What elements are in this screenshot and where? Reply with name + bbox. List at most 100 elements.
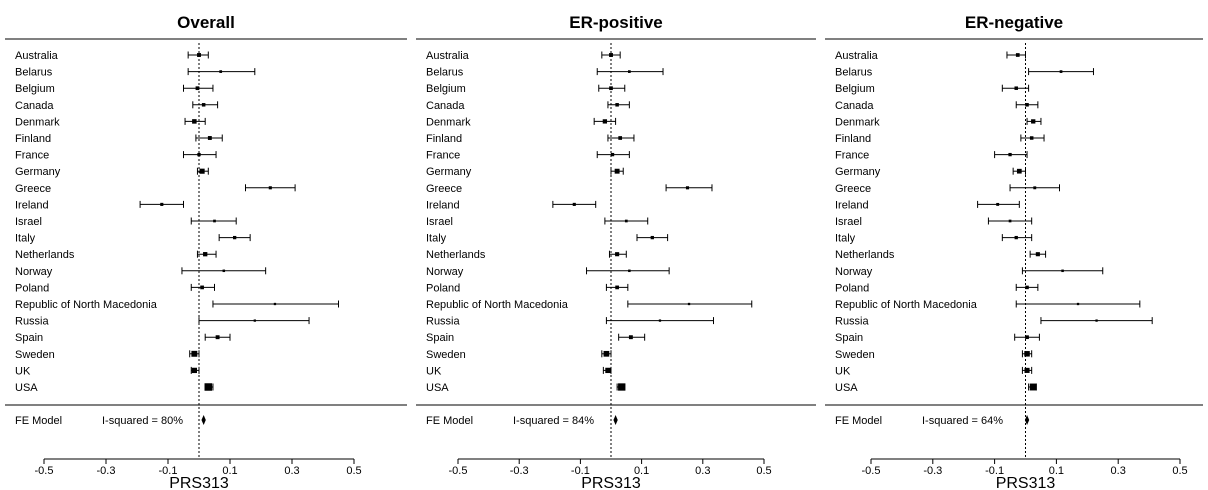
panel-1-point-spain (215, 335, 220, 340)
panel-2-label-greece: Greece (426, 183, 462, 195)
panel-2-point-greece (685, 186, 690, 190)
panel-3-tick-label--0.3: -0.3 (923, 465, 942, 477)
panel-2-label-uk: UK (426, 365, 442, 377)
panel-3-point-canada (1025, 103, 1029, 107)
panel-1-point-ireland (160, 202, 164, 206)
panel-1-label-russia: Russia (15, 316, 50, 328)
panel-2-point-belarus (628, 70, 631, 73)
panel-2-label-israel: Israel (426, 216, 453, 228)
panel-3-x-axis-label: PRS313 (996, 475, 1056, 490)
panel-3-label-belarus: Belarus (835, 67, 873, 79)
panel-1-tick-label-0.5: 0.5 (346, 465, 361, 477)
panel-1-point-belgium (195, 86, 200, 91)
panel-2-label-poland: Poland (426, 282, 460, 294)
panel-2-summary-label: FE Model (426, 415, 473, 427)
panel-2-point-spain (628, 335, 633, 340)
panel-3-point-australia (1015, 53, 1020, 57)
panel-3-point-sweden (1024, 351, 1030, 357)
panel-1-point-poland (200, 285, 204, 290)
panel-2-tick-label-0.5: 0.5 (756, 465, 771, 477)
panel-1-label-germany: Germany (15, 166, 61, 178)
panel-1-summary-label: FE Model (15, 415, 62, 427)
panel-3-label-germany: Germany (835, 166, 881, 178)
panel-2-point-canada (615, 103, 619, 107)
panel-1-label-belgium: Belgium (15, 83, 55, 95)
panel-2-label-norway: Norway (426, 266, 464, 278)
panel-1-point-finland (207, 136, 212, 140)
panel-1-tick-label--0.5: -0.5 (35, 465, 54, 477)
panel-3-label-uk: UK (835, 365, 851, 377)
panel-1-label-poland: Poland (15, 282, 49, 294)
panel-2-label-netherlands: Netherlands (426, 249, 486, 261)
panel-2-point-israel (624, 219, 628, 223)
panel-3-point-spain (1025, 335, 1029, 340)
panel-3-label-poland: Poland (835, 282, 869, 294)
panel-2-tick-label-0.1: 0.1 (634, 465, 649, 477)
panel-1-point-germany (199, 168, 205, 174)
panel-3-point-belarus (1059, 70, 1063, 73)
panel-2-label-republic-of-north-macedonia: Republic of North Macedonia (426, 299, 569, 311)
panel-3-point-finland (1029, 136, 1034, 140)
panel-2-point-uk (605, 367, 611, 374)
panel-1-label-netherlands: Netherlands (15, 249, 75, 261)
panel-3-label-greece: Greece (835, 183, 871, 195)
panel-3-point-france (1008, 152, 1012, 157)
panel-2-point-italy (650, 235, 654, 240)
panel-3-label-canada: Canada (835, 100, 874, 112)
panel-1-summary-diamond (201, 415, 206, 425)
panel-1-i-squared: I-squared = 80% (102, 415, 183, 427)
panel-2-i-squared: I-squared = 84% (513, 415, 594, 427)
panel-2-label-belarus: Belarus (426, 67, 464, 79)
panel-1-label-usa: USA (15, 382, 38, 394)
panel-1-label-australia: Australia (15, 50, 59, 62)
panel-1-label-italy: Italy (15, 233, 36, 245)
panel-3-i-squared: I-squared = 64% (922, 415, 1003, 427)
panel-1-label-finland: Finland (15, 133, 51, 145)
panel-1-x-axis-label: PRS313 (169, 475, 229, 490)
panel-2-point-usa (618, 383, 626, 391)
panel-1-label-spain: Spain (15, 332, 43, 344)
panel-2-summary-diamond (613, 415, 618, 425)
panel-3-label-finland: Finland (835, 133, 871, 145)
panel-3-point-poland (1025, 285, 1029, 290)
panel-3-tick-label--0.5: -0.5 (862, 465, 881, 477)
panel-3-point-ireland (996, 202, 1000, 206)
panel-2-label-spain: Spain (426, 332, 454, 344)
panel-1-point-netherlands (203, 252, 208, 257)
panel-1-tick-label-0.1: 0.1 (222, 465, 237, 477)
panel-2-label-canada: Canada (426, 100, 465, 112)
panel-3-label-netherlands: Netherlands (835, 249, 895, 261)
panel-1-label-republic-of-north-macedonia: Republic of North Macedonia (15, 299, 158, 311)
panel-2-point-finland (618, 136, 623, 140)
panel-3-label-norway: Norway (835, 266, 873, 278)
panel-1-point-russia (253, 319, 256, 322)
panel-1-point-australia (197, 53, 201, 57)
panel-2-label-usa: USA (426, 382, 449, 394)
panel-2-point-sweden (603, 350, 610, 357)
panel-2-point-australia (609, 53, 613, 57)
panel-3-label-ireland: Ireland (835, 199, 869, 211)
panel-3-point-uk (1024, 367, 1030, 373)
panel-2-label-italy: Italy (426, 233, 447, 245)
panel-2-title: ER-positive (569, 13, 663, 32)
panel-2-label-russia: Russia (426, 316, 461, 328)
panel-1-point-sweden (191, 350, 198, 357)
panel-3-tick-label--0.1: -0.1 (985, 465, 1004, 477)
panel-2-point-ireland (572, 202, 576, 206)
panel-3-label-sweden: Sweden (835, 349, 875, 361)
panel-3-point-netherlands (1035, 252, 1040, 257)
panel-3-point-norway (1061, 269, 1064, 273)
panel-1-point-norway (222, 269, 226, 273)
panel-3-label-russia: Russia (835, 316, 870, 328)
panel-3-point-belgium (1014, 86, 1018, 90)
panel-1-point-uk (191, 367, 197, 374)
panel-1-label-israel: Israel (15, 216, 42, 228)
panel-3-point-germany (1016, 168, 1022, 174)
panel-2-tick-label--0.3: -0.3 (510, 465, 529, 477)
panel-3-label-spain: Spain (835, 332, 863, 344)
panel-1-tick-label--0.3: -0.3 (97, 465, 116, 477)
panel-2-label-france: France (426, 150, 460, 162)
panel-1-label-canada: Canada (15, 100, 54, 112)
panel-3-label-belgium: Belgium (835, 83, 875, 95)
panel-2-point-netherlands (615, 252, 620, 257)
